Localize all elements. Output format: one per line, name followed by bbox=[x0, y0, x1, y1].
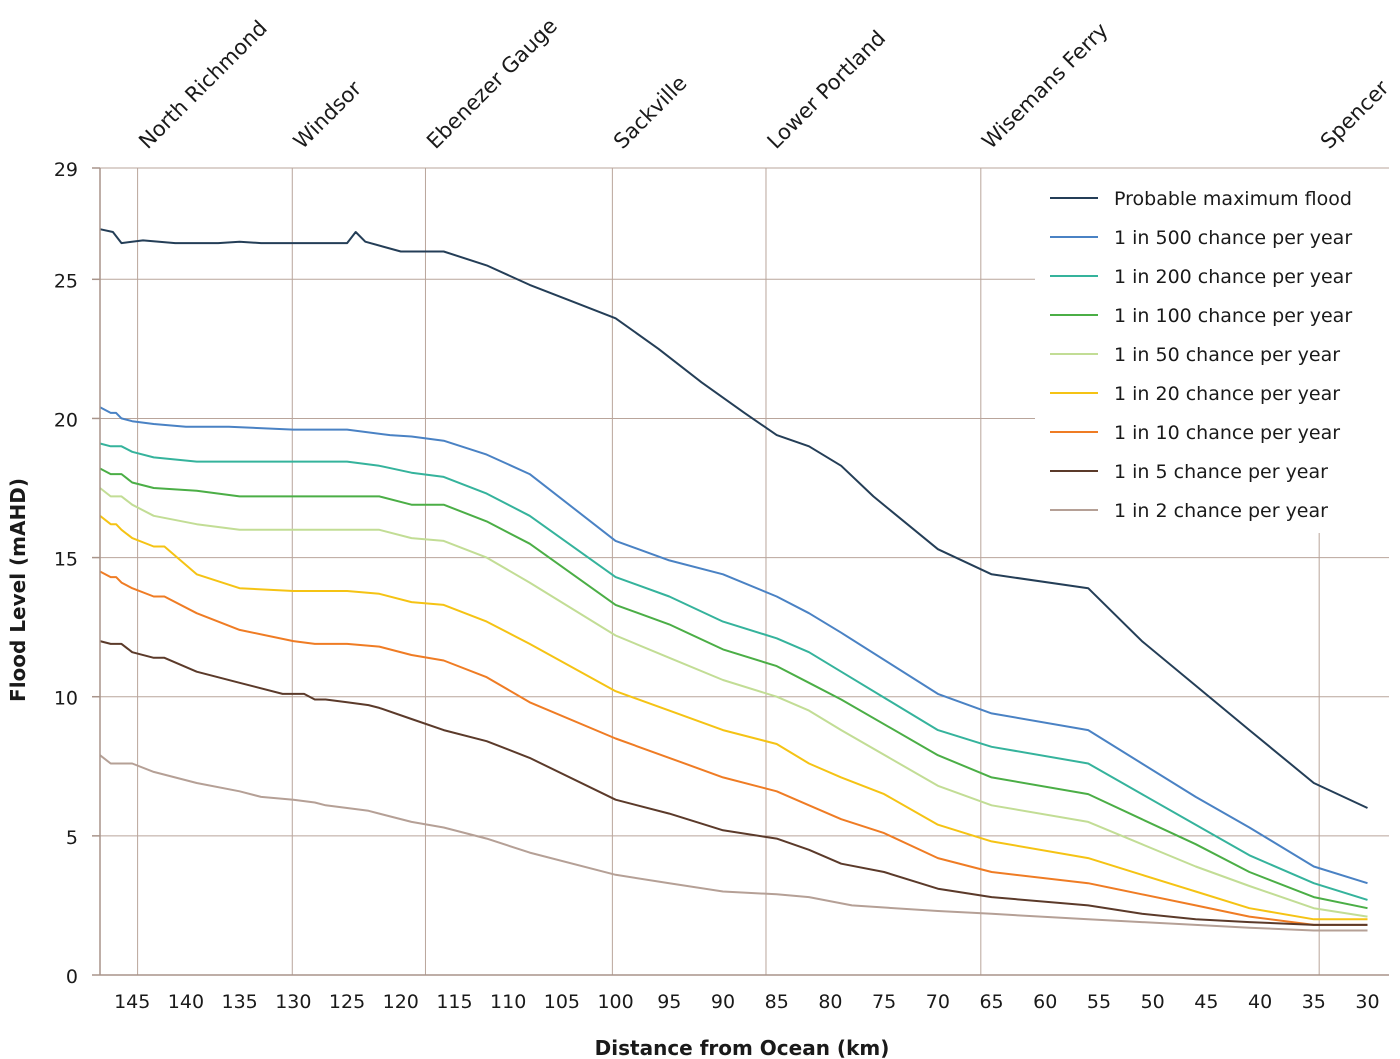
x-tick-label-95: 95 bbox=[657, 991, 681, 1013]
x-tick-label-100: 100 bbox=[597, 991, 633, 1013]
legend-label-7: 1 in 10 chance per year bbox=[1114, 422, 1340, 444]
horizontal-gridlines bbox=[100, 167, 1389, 837]
y-tick-label-0: 0 bbox=[66, 966, 78, 988]
series-line-1 bbox=[99, 228, 1368, 809]
x-tick-label-80: 80 bbox=[818, 991, 842, 1013]
series-line-3 bbox=[99, 442, 1368, 901]
x-tick-label-55: 55 bbox=[1087, 991, 1111, 1013]
legend: Probable maximum flood 1 in 500 chance pe… bbox=[1035, 178, 1389, 533]
location-gridlines bbox=[137, 168, 1320, 975]
x-tick-label-65: 65 bbox=[979, 991, 1003, 1013]
axes bbox=[92, 167, 1389, 976]
legend-label-5: 1 in 50 chance per year bbox=[1114, 344, 1340, 366]
y-tick-labels: 0 5 10 15 20 25 29 bbox=[54, 159, 78, 988]
series-line-5 bbox=[99, 487, 1368, 918]
x-tick-label-60: 60 bbox=[1033, 991, 1057, 1013]
x-tick-label-75: 75 bbox=[872, 991, 896, 1013]
series-line-9 bbox=[99, 754, 1368, 932]
x-tick-label-35: 35 bbox=[1302, 991, 1326, 1013]
legend-label-3: 1 in 200 chance per year bbox=[1114, 266, 1352, 288]
legend-label-8: 1 in 5 chance per year bbox=[1114, 461, 1328, 483]
y-tick-label-15: 15 bbox=[54, 549, 78, 571]
x-tick-label-125: 125 bbox=[329, 991, 365, 1013]
location-label-ebenezer-gauge: Ebenezer Gauge bbox=[422, 14, 562, 154]
legend-label-6: 1 in 20 chance per year bbox=[1114, 383, 1340, 405]
y-tick-label-25: 25 bbox=[54, 270, 78, 292]
y-tick-label-20: 20 bbox=[54, 409, 78, 431]
location-label-sackville: Sackville bbox=[609, 71, 692, 154]
series-line-6 bbox=[99, 515, 1368, 921]
x-tick-label-105: 105 bbox=[544, 991, 580, 1013]
y-tick-label-29: 29 bbox=[54, 159, 78, 181]
legend-label-4: 1 in 100 chance per year bbox=[1114, 305, 1352, 327]
x-tick-label-120: 120 bbox=[383, 991, 419, 1013]
x-tick-label-30: 30 bbox=[1355, 991, 1379, 1013]
x-tick-label-140: 140 bbox=[168, 991, 204, 1013]
x-tick-label-110: 110 bbox=[490, 991, 526, 1013]
series-line-4 bbox=[99, 467, 1368, 910]
y-tick-label-10: 10 bbox=[54, 688, 78, 710]
series-lines bbox=[99, 228, 1368, 932]
x-tick-label-45: 45 bbox=[1194, 991, 1218, 1013]
x-tick-label-50: 50 bbox=[1141, 991, 1165, 1013]
y-axis-title: Flood Level (mAHD) bbox=[6, 478, 30, 702]
x-tick-label-145: 145 bbox=[114, 991, 150, 1013]
series-line-7 bbox=[99, 570, 1368, 926]
location-label-spencer: Spencer bbox=[1316, 76, 1394, 154]
location-label-wisemans-ferry: Wisemans Ferry bbox=[977, 18, 1112, 153]
x-tick-label-40: 40 bbox=[1248, 991, 1272, 1013]
x-axis-title: Distance from Ocean (km) bbox=[595, 1036, 890, 1059]
location-labels: North Richmond Windsor Ebenezer Gauge Sackv… bbox=[134, 14, 1394, 154]
x-tick-label-115: 115 bbox=[436, 991, 472, 1013]
series-line-8 bbox=[99, 640, 1368, 926]
location-label-lower-portland: Lower Portland bbox=[763, 26, 891, 154]
x-tick-labels: 145 140 135 130 125 120 115 110 105 100 95 90 85 80 75… bbox=[114, 991, 1380, 1013]
legend-label-2: 1 in 500 chance per year bbox=[1114, 227, 1352, 249]
x-tick-label-85: 85 bbox=[765, 991, 789, 1013]
x-tick-label-90: 90 bbox=[711, 991, 735, 1013]
x-tick-label-130: 130 bbox=[275, 991, 311, 1013]
location-label-north-richmond: North Richmond bbox=[134, 16, 272, 154]
y-tick-label-5: 5 bbox=[66, 827, 78, 849]
x-tick-label-70: 70 bbox=[926, 991, 950, 1013]
legend-label-1: Probable maximum flood bbox=[1114, 188, 1352, 210]
series-line-2 bbox=[99, 406, 1368, 885]
x-tick-label-135: 135 bbox=[222, 991, 258, 1013]
legend-label-9: 1 in 2 chance per year bbox=[1114, 500, 1328, 522]
location-label-windsor: Windsor bbox=[289, 76, 366, 153]
